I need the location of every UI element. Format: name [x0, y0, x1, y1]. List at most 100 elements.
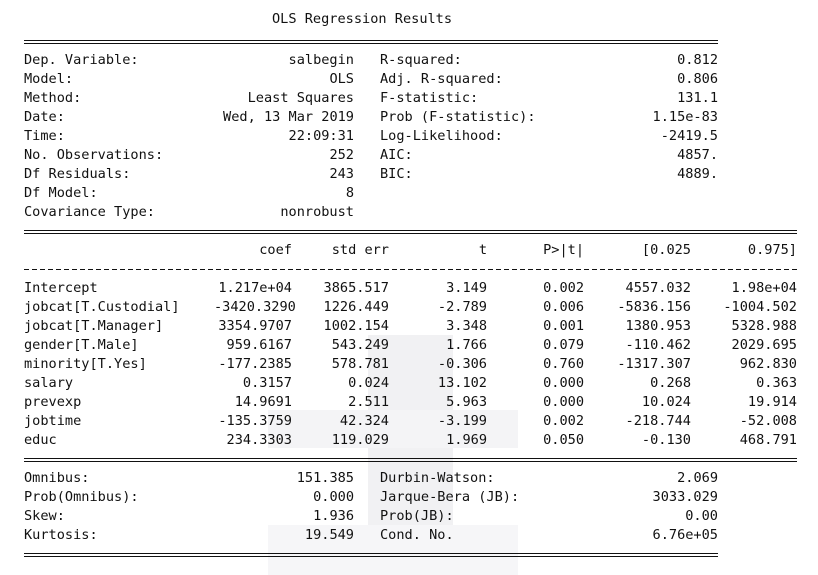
summary-stat-value: 1.15e-83 — [652, 109, 718, 125]
summary-stat-value: 4889. — [677, 166, 718, 182]
table-row: Intercept 1.217e+04 3865.517 3.149 0.002 4557… — [24, 279, 797, 298]
coef-header-row: coef std err t P>|t| [0.025 0.975] — [24, 241, 797, 260]
table-row: jobtime -135.3759 42.324 -3.199 0.002 -218.74… — [24, 412, 797, 431]
diagnostic-row: Skew: 1.936 Prob(JB): 0.00 — [24, 507, 797, 526]
summary-row: Dep. Variable: salbegin R-squared: 0.812 — [24, 51, 797, 70]
header-p-value: P>|t| — [543, 242, 584, 258]
summary-label: No. Observations: — [24, 147, 164, 163]
summary-stat-value: 0.812 — [677, 52, 718, 68]
table-cell: 3.149 — [446, 280, 487, 296]
summary-value: 22:09:31 — [288, 128, 354, 144]
summary-label: Date: — [24, 109, 65, 125]
table-row: minority[T.Yes] -177.2385 578.781 -0.306 0.7… — [24, 355, 797, 374]
double-rule — [24, 32, 718, 51]
table-cell: 1.766 — [446, 337, 487, 353]
table-cell: 543.249 — [331, 337, 389, 353]
diagnostic-stat-value: 3033.029 — [652, 489, 718, 505]
diagnostics-section: Omnibus: 151.385 Durbin-Watson: 2.069 Prob(O… — [24, 469, 797, 545]
table-cell: -2.789 — [437, 299, 487, 315]
table-cell: 5.963 — [446, 394, 487, 410]
diagnostic-stat-value: 0.00 — [685, 508, 718, 524]
table-cell: 0.079 — [543, 337, 584, 353]
summary-stat-value: -2419.5 — [660, 128, 718, 144]
coefficient-table: Intercept 1.217e+04 3865.517 3.149 0.002 4557… — [24, 279, 797, 450]
summary-value: OLS — [329, 71, 354, 87]
table-cell: -3420.3290 — [214, 299, 296, 315]
table-row: prevexp 14.9691 2.511 5.963 0.000 10.024 19.91… — [24, 393, 797, 412]
table-cell: 0.268 — [650, 375, 691, 391]
table-cell: 5328.988 — [731, 318, 797, 334]
table-cell: 959.6167 — [226, 337, 292, 353]
table-cell: 119.029 — [331, 432, 389, 448]
table-cell: 1.98e+04 — [731, 280, 797, 296]
summary-value: salbegin — [288, 52, 354, 68]
summary-value: Wed, 13 Mar 2019 — [223, 109, 354, 125]
summary-value: 8 — [345, 185, 354, 201]
diagnostic-stat-value: 6.76e+05 — [652, 527, 718, 543]
summary-stat-label: R-squared: — [380, 52, 462, 68]
variable-name: minority[T.Yes] — [24, 356, 147, 372]
table-cell: 3354.9707 — [218, 318, 292, 334]
summary-stat-label: AIC: — [380, 147, 413, 163]
header-std-err: std err — [331, 242, 389, 258]
variable-name: jobcat[T.Custodial] — [24, 299, 180, 315]
diagnostic-stat-label: Jarque-Bera (JB): — [380, 489, 520, 505]
table-cell: -0.306 — [437, 356, 487, 372]
table-cell: 13.102 — [437, 375, 487, 391]
diagnostic-value: 151.385 — [296, 470, 354, 486]
report-title: OLS Regression Results — [272, 11, 453, 27]
table-cell: 2029.695 — [731, 337, 797, 353]
table-cell: -0.130 — [641, 432, 691, 448]
table-cell: -52.008 — [739, 413, 797, 429]
summary-stat-value: 4857. — [677, 147, 718, 163]
summary-value: nonrobust — [280, 204, 354, 220]
diagnostic-value: 1.936 — [313, 508, 354, 524]
summary-stat-value: 0.806 — [677, 71, 718, 87]
summary-label: Method: — [24, 90, 82, 106]
summary-stat-label: Adj. R-squared: — [380, 71, 503, 87]
diagnostic-label: Skew: — [24, 508, 65, 524]
table-cell: 19.914 — [747, 394, 797, 410]
table-row: educ 234.3303 119.029 1.969 0.050 -0.130 468.7… — [24, 431, 797, 450]
table-cell: 4557.032 — [625, 280, 691, 296]
summary-row: Method: Least Squares F-statistic: 131.1 — [24, 89, 797, 108]
table-cell: 0.050 — [543, 432, 584, 448]
table-cell: 578.781 — [331, 356, 389, 372]
table-cell: 42.324 — [339, 413, 389, 429]
table-cell: 3.348 — [446, 318, 487, 334]
table-cell: -110.462 — [625, 337, 691, 353]
variable-name: jobcat[T.Manager] — [24, 318, 164, 334]
variable-name: jobtime — [24, 413, 82, 429]
diagnostic-row: Kurtosis: 19.549 Cond. No. 6.76e+05 — [24, 526, 797, 545]
summary-row: Model: OLS Adj. R-squared: 0.806 — [24, 70, 797, 89]
table-cell: 0.006 — [543, 299, 584, 315]
table-cell: -177.2385 — [218, 356, 292, 372]
diagnostic-label: Omnibus: — [24, 470, 90, 486]
diagnostic-value: 19.549 — [304, 527, 354, 543]
summary-label: Time: — [24, 128, 65, 144]
summary-stat-label: Prob (F-statistic): — [380, 109, 536, 125]
diagnostic-stat-label: Cond. No. — [380, 527, 454, 543]
summary-stat-label: Log-Likelihood: — [380, 128, 503, 144]
header-ci-lower: [0.025 — [641, 242, 691, 258]
table-cell: 14.9691 — [234, 394, 292, 410]
diagnostic-row: Prob(Omnibus): 0.000 Jarque-Bera (JB): 3033… — [24, 488, 797, 507]
summary-label: Df Residuals: — [24, 166, 131, 182]
table-cell: 0.000 — [543, 375, 584, 391]
header-coef: coef — [259, 242, 292, 258]
table-cell: -3.199 — [437, 413, 487, 429]
summary-label: Dep. Variable: — [24, 52, 139, 68]
diagnostic-row: Omnibus: 151.385 Durbin-Watson: 2.069 — [24, 469, 797, 488]
diagnostic-value: 0.000 — [313, 489, 354, 505]
table-cell: -218.744 — [625, 413, 691, 429]
summary-stat-label: F-statistic: — [380, 90, 479, 106]
summary-label: Model: — [24, 71, 74, 87]
model-summary-section: Dep. Variable: salbegin R-squared: 0.812 Mod… — [24, 51, 797, 222]
summary-row: Date: Wed, 13 Mar 2019 Prob (F-statistic):… — [24, 108, 797, 127]
diagnostic-stat-value: 2.069 — [677, 470, 718, 486]
variable-name: prevexp — [24, 394, 82, 410]
double-rule — [24, 545, 718, 564]
table-cell: 962.830 — [739, 356, 797, 372]
variable-name: salary — [24, 375, 74, 391]
double-rule — [24, 222, 797, 241]
